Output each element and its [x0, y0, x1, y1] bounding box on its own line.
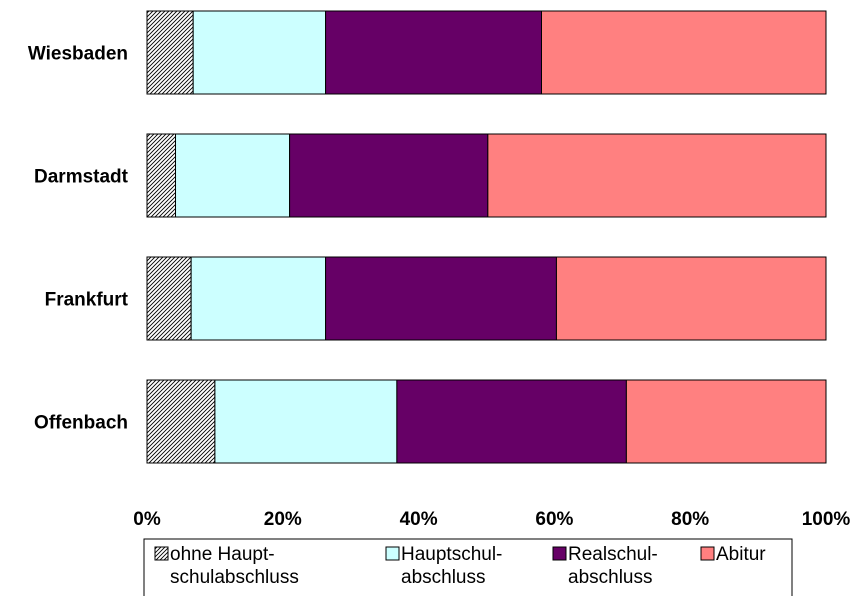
legend-label-ohne-haupt-schulabschluss-line-1: schulabschluss	[170, 567, 299, 588]
legend-box	[143, 538, 793, 596]
bar-segment-darmstadt-hauptschul-abschluss	[175, 133, 291, 218]
legend-swatch-realschul-abschluss	[552, 546, 567, 561]
legend-label-realschul-abschluss-line-1: abschluss	[568, 567, 653, 588]
bar-segment-frankfurt-realschul-abschluss	[325, 256, 557, 341]
x-tick-label-2: 40%	[400, 509, 438, 530]
legend-label-realschul-abschluss-line-0: Realschul-	[568, 544, 658, 565]
legend-label-ohne-haupt-schulabschluss-line-0: ohne Haupt-	[170, 544, 275, 565]
bars-layer	[146, 10, 827, 464]
legend: ohne Haupt-schulabschluss Hauptschul-absc…	[143, 538, 793, 596]
bar-segment-darmstadt-realschul-abschluss	[289, 133, 489, 218]
bar-segment-offenbach-realschul-abschluss	[396, 379, 627, 464]
category-label-frankfurt: Frankfurt	[45, 290, 129, 311]
category-label-darmstadt: Darmstadt	[34, 167, 129, 188]
category-label-wiesbaden: Wiesbaden	[28, 44, 128, 65]
category-labels: Wiesbaden Darmstadt Frankfurt Offenbach	[28, 44, 129, 434]
bar-segment-darmstadt-abitur	[487, 133, 827, 218]
legend-label-hauptschul-abschluss-line-0: Hauptschul-	[401, 544, 502, 565]
legend-label-hauptschul-abschluss-line-1: abschluss	[401, 567, 486, 588]
bar-segment-wiesbaden-ohne-haupt-schulabschluss	[146, 10, 194, 95]
bar-segment-wiesbaden-hauptschul-abschluss	[192, 10, 327, 95]
legend-swatch-abitur	[700, 546, 715, 561]
bar-segment-frankfurt-ohne-haupt-schulabschluss	[146, 256, 192, 341]
x-tick-label-4: 80%	[671, 509, 709, 530]
bar-segment-frankfurt-abitur	[555, 256, 827, 341]
bar-segment-offenbach-hauptschul-abschluss	[214, 379, 398, 464]
category-label-offenbach: Offenbach	[34, 413, 128, 434]
legend-label-abitur-line-0: Abitur	[716, 544, 766, 565]
x-tick-label-3: 60%	[535, 509, 573, 530]
bar-segment-offenbach-abitur	[625, 379, 827, 464]
x-tick-label-1: 20%	[264, 509, 302, 530]
bar-segment-offenbach-ohne-haupt-schulabschluss	[146, 379, 216, 464]
bar-segment-darmstadt-ohne-haupt-schulabschluss	[146, 133, 177, 218]
x-axis-tick-labels: 0% 20% 40% 60% 80% 100%	[133, 509, 850, 530]
legend-swatch-hauptschul-abschluss	[385, 546, 400, 561]
x-tick-label-0: 0%	[133, 509, 161, 530]
legend-swatch-ohne-haupt-schulabschluss	[154, 546, 169, 561]
x-tick-label-5: 100%	[802, 509, 851, 530]
bar-segment-wiesbaden-abitur	[540, 10, 827, 95]
bar-segment-wiesbaden-realschul-abschluss	[325, 10, 542, 95]
bar-segment-frankfurt-hauptschul-abschluss	[190, 256, 327, 341]
